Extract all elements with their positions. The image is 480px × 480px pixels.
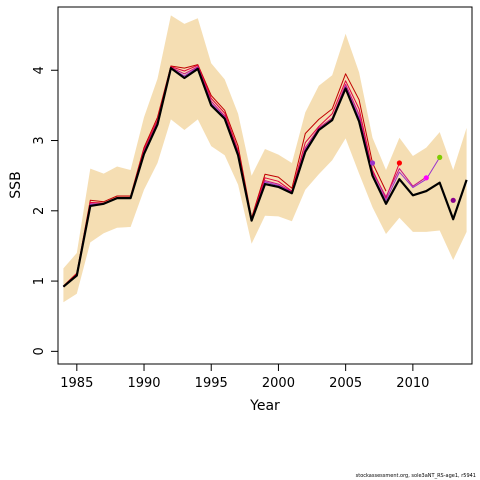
x-axis-label: Year [249, 398, 280, 414]
retro-endpoint-2012 [437, 154, 443, 160]
axis-layer: 1985 1990 1995 2000 2005 2010 0 1 2 3 4 [32, 66, 429, 391]
retro-endpoint-2011 [423, 175, 429, 181]
x-tick-label: 1995 [195, 376, 228, 391]
y-tick-label: 0 [32, 347, 47, 355]
x-tick-label: 2000 [262, 376, 295, 391]
confidence-band [63, 15, 467, 303]
y-tick-label: 3 [32, 136, 47, 144]
confidence-band-layer [63, 15, 467, 303]
endpoint-layer [369, 154, 456, 203]
ssb-estimate-line [62, 66, 468, 288]
y-tick-label: 2 [32, 207, 47, 215]
y-tick-label: 4 [32, 66, 47, 74]
retro-line-1 [63, 64, 387, 287]
y-tick-label: 1 [32, 277, 47, 285]
series-layer [62, 64, 468, 288]
x-tick-label: 2010 [396, 376, 429, 391]
x-tick-label: 1990 [127, 376, 160, 391]
retro-endpoint-2013 [450, 197, 456, 203]
retro-endpoint-2007 [369, 160, 376, 166]
x-tick-label: 1985 [60, 376, 93, 391]
retro-endpoint-2009 [396, 160, 402, 166]
x-tick-label: 2005 [329, 376, 362, 391]
footer-source-label: stockassessment.org, sole3aNT_RS-age1, r… [355, 473, 476, 479]
y-axis-label: SSB [8, 171, 24, 198]
